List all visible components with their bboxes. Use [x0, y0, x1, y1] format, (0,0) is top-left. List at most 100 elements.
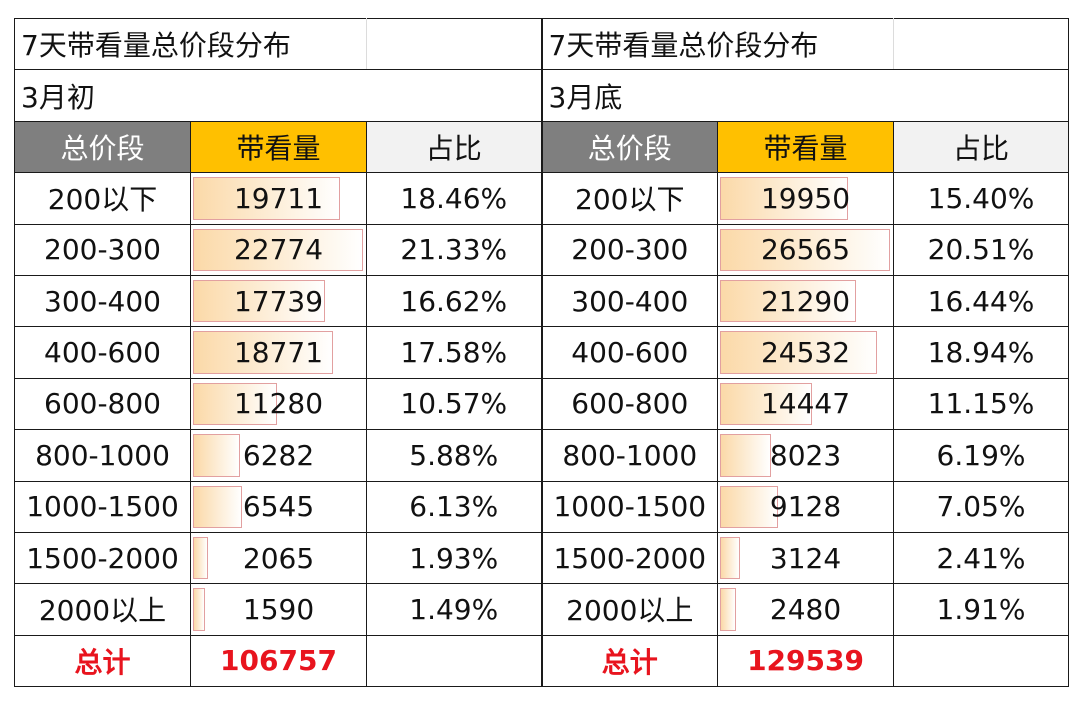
price-range-cell[interactable]: 400-600 — [540, 326, 719, 379]
views-cell[interactable]: 19950 — [717, 172, 895, 225]
share-cell[interactable]: 5.88% — [366, 429, 543, 482]
views-value: 9128 — [769, 490, 842, 524]
data-bar — [193, 485, 242, 528]
share-cell[interactable]: 21.33% — [366, 223, 543, 276]
share-cell[interactable]: 18.46% — [366, 172, 543, 225]
price-range-cell[interactable]: 800-1000 — [540, 429, 719, 482]
table-title-left[interactable]: 7天带看量总价段分布 — [13, 17, 368, 71]
price-range-cell[interactable]: 1500-2000 — [14, 531, 191, 585]
price-range-cell[interactable]: 300-400 — [540, 274, 719, 328]
header-views[interactable]: 带看量 — [717, 120, 895, 174]
header-share[interactable]: 占比 — [893, 120, 1070, 174]
total-label[interactable]: 总计 — [14, 634, 191, 688]
views-cell[interactable]: 1590 — [189, 583, 368, 636]
views-value: 14447 — [760, 387, 851, 421]
share-cell[interactable]: 6.13% — [366, 480, 543, 533]
share-cell[interactable]: 15.40% — [893, 172, 1070, 225]
share-cell[interactable]: 20.51% — [893, 223, 1070, 276]
share-cell[interactable]: 18.94% — [893, 326, 1070, 379]
views-cell[interactable]: 2065 — [189, 531, 368, 585]
views-cell[interactable]: 6545 — [189, 480, 368, 533]
table-row: 2000以上 1590 1.49% 2000以上 2480 1.91% — [14, 583, 1070, 636]
views-cell[interactable]: 26565 — [717, 223, 895, 276]
data-bar — [720, 177, 849, 220]
total-value[interactable]: 106757 — [189, 634, 368, 688]
data-bar — [720, 536, 741, 580]
table-row: 400-600 18771 17.58% 400-600 24532 18.94% — [14, 326, 1070, 379]
empty-cell[interactable] — [893, 17, 1070, 71]
price-range-cell[interactable]: 200-300 — [540, 223, 719, 276]
price-range-cell[interactable]: 200以下 — [14, 172, 191, 225]
views-cell[interactable]: 11280 — [189, 377, 368, 431]
table-row: 1000-1500 6545 6.13% 1000-1500 9128 7.05% — [14, 480, 1070, 533]
price-range-cell[interactable]: 400-600 — [14, 326, 191, 379]
views-cell[interactable]: 2480 — [717, 583, 895, 636]
views-value: 19950 — [760, 181, 851, 215]
views-value: 2065 — [242, 541, 315, 575]
price-range-cell[interactable]: 300-400 — [14, 274, 191, 328]
price-range-cell[interactable]: 200-300 — [14, 223, 191, 276]
period-label-left[interactable]: 3月初 — [13, 69, 543, 122]
price-range-cell[interactable]: 600-800 — [540, 377, 719, 431]
total-label[interactable]: 总计 — [540, 634, 719, 688]
views-cell[interactable]: 21290 — [717, 274, 895, 328]
share-cell[interactable]: 17.58% — [366, 326, 543, 379]
data-bar — [193, 434, 240, 477]
share-cell[interactable]: 2.41% — [893, 531, 1070, 585]
views-cell[interactable]: 17739 — [189, 274, 368, 328]
views-value: 6282 — [242, 438, 315, 472]
price-range-cell[interactable]: 1000-1500 — [540, 480, 719, 533]
views-cell[interactable]: 22774 — [189, 223, 368, 276]
share-cell[interactable]: 1.49% — [366, 583, 543, 636]
empty-cell[interactable] — [366, 17, 543, 71]
data-bar — [193, 536, 208, 580]
views-cell[interactable]: 6282 — [189, 429, 368, 482]
share-cell[interactable]: 6.19% — [893, 429, 1070, 482]
views-cell[interactable]: 9128 — [717, 480, 895, 533]
price-range-cell[interactable]: 200以下 — [540, 172, 719, 225]
header-views[interactable]: 带看量 — [189, 120, 368, 174]
header-price-range[interactable]: 总价段 — [14, 120, 191, 174]
price-range-cell[interactable]: 1500-2000 — [540, 531, 719, 585]
views-value: 18771 — [233, 336, 324, 370]
share-cell[interactable]: 16.62% — [366, 274, 543, 328]
table-row: 200-300 22774 21.33% 200-300 26565 20.51% — [14, 223, 1070, 276]
price-range-cell[interactable]: 600-800 — [14, 377, 191, 431]
views-cell[interactable]: 24532 — [717, 326, 895, 379]
price-range-cell[interactable]: 2000以上 — [540, 583, 719, 636]
total-row: 总计 106757 总计 129539 — [14, 634, 1070, 688]
views-cell[interactable]: 3124 — [717, 531, 895, 585]
period-label-right[interactable]: 3月底 — [540, 69, 1070, 122]
views-value: 6545 — [242, 490, 315, 524]
data-bar — [193, 177, 340, 220]
views-cell[interactable]: 18771 — [189, 326, 368, 379]
views-value: 2480 — [769, 592, 842, 626]
views-value: 3124 — [769, 541, 842, 575]
views-value: 22774 — [233, 233, 324, 267]
table-row: 600-800 11280 10.57% 600-800 14447 11.15% — [14, 377, 1070, 431]
share-cell[interactable]: 16.44% — [893, 274, 1070, 328]
table-title-right[interactable]: 7天带看量总价段分布 — [540, 17, 895, 71]
data-bar — [193, 279, 325, 323]
views-value: 24532 — [760, 336, 851, 370]
views-cell[interactable]: 19711 — [189, 172, 368, 225]
data-bar — [720, 382, 813, 426]
total-value[interactable]: 129539 — [717, 634, 895, 688]
table-row: 800-1000 6282 5.88% 800-1000 8023 6.19% — [14, 429, 1070, 482]
views-cell[interactable]: 14447 — [717, 377, 895, 431]
share-cell[interactable]: 1.93% — [366, 531, 543, 585]
views-value: 21290 — [760, 284, 851, 318]
header-price-range[interactable]: 总价段 — [540, 120, 719, 174]
empty-cell[interactable] — [893, 634, 1070, 688]
empty-cell[interactable] — [366, 634, 543, 688]
price-range-cell[interactable]: 800-1000 — [14, 429, 191, 482]
share-cell[interactable]: 10.57% — [366, 377, 543, 431]
header-share[interactable]: 占比 — [366, 120, 543, 174]
price-range-cell[interactable]: 2000以上 — [14, 583, 191, 636]
price-range-cell[interactable]: 1000-1500 — [14, 480, 191, 533]
share-cell[interactable]: 11.15% — [893, 377, 1070, 431]
views-cell[interactable]: 8023 — [717, 429, 895, 482]
views-value: 26565 — [760, 233, 851, 267]
share-cell[interactable]: 1.91% — [893, 583, 1070, 636]
share-cell[interactable]: 7.05% — [893, 480, 1070, 533]
